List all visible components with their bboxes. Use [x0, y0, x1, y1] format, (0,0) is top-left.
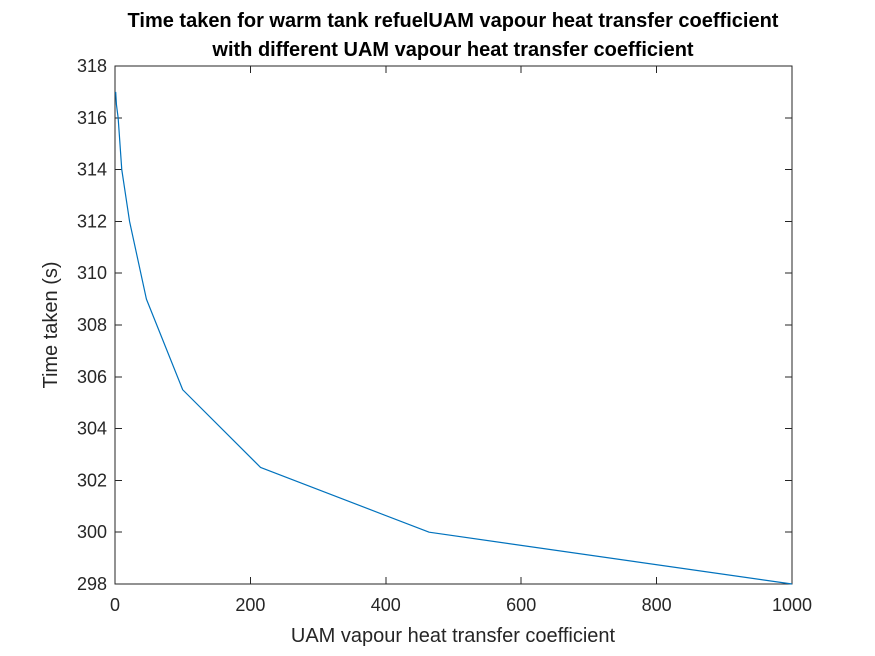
y-tick-label: 310: [77, 263, 107, 283]
y-tick-label: 304: [77, 419, 107, 439]
plot-area: [115, 66, 792, 584]
y-axis-ticks: 298 300 302 304 306 308 310 312 314 316 318: [77, 56, 792, 594]
chart-title-line-2: with different UAM vapour heat transfer …: [211, 39, 694, 61]
y-axis-label: Time taken (s): [40, 261, 62, 388]
x-axis-label: UAM vapour heat transfer coefficient: [291, 625, 616, 647]
y-tick-label: 314: [77, 160, 107, 180]
y-tick-label: 302: [77, 470, 107, 490]
x-tick-label: 0: [110, 595, 120, 615]
x-tick-label: 400: [371, 595, 401, 615]
y-tick-label: 316: [77, 108, 107, 128]
series-line-1: [115, 91, 793, 585]
x-tick-label: 600: [506, 595, 536, 615]
series-layer: [115, 91, 793, 585]
x-axis-ticks: 0 200 400 600 800 1000: [110, 66, 812, 615]
y-tick-label: 298: [77, 574, 107, 594]
x-tick-label: 1000: [772, 595, 812, 615]
y-tick-label: 306: [77, 367, 107, 387]
x-tick-label: 200: [235, 595, 265, 615]
y-tick-label: 318: [77, 56, 107, 76]
y-tick-label: 312: [77, 211, 107, 231]
chart-title-line-1: Time taken for warm tank refuelUAM vapou…: [128, 10, 779, 32]
y-tick-label: 308: [77, 315, 107, 335]
y-tick-label: 300: [77, 522, 107, 542]
x-tick-label: 800: [642, 595, 672, 615]
